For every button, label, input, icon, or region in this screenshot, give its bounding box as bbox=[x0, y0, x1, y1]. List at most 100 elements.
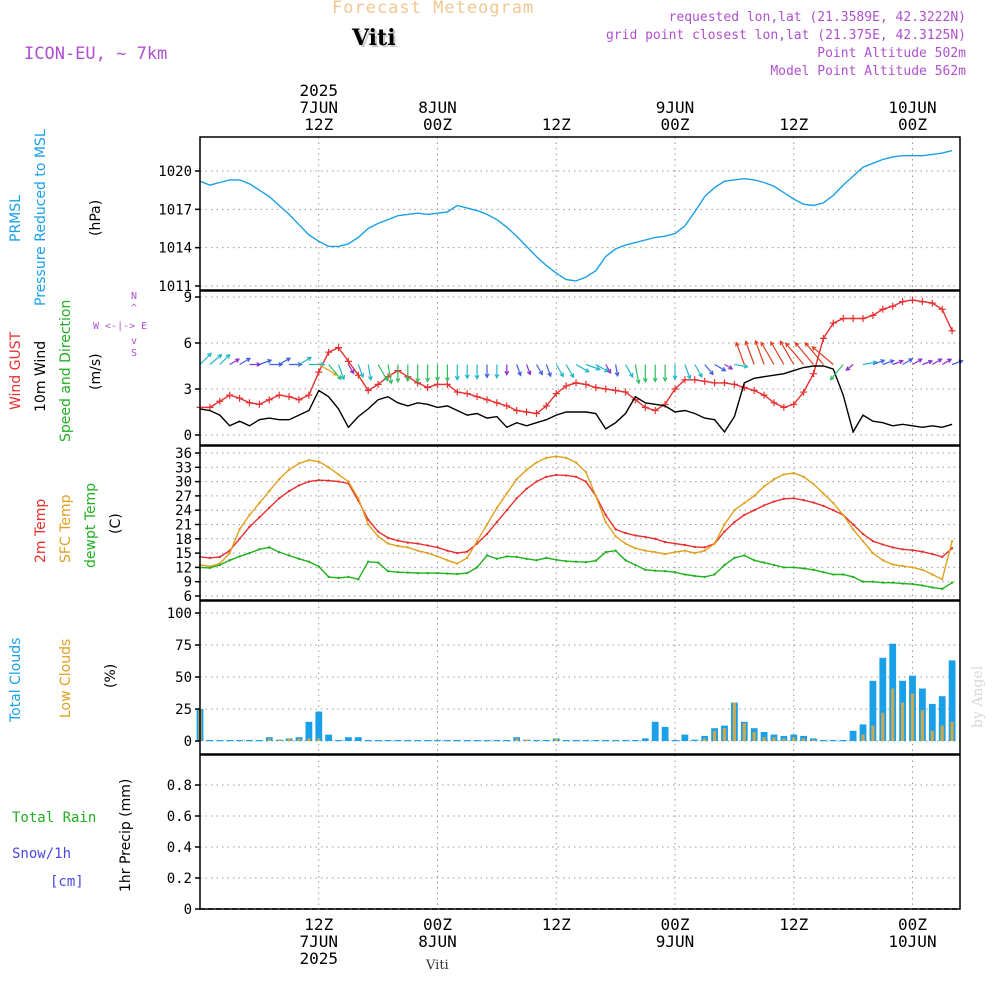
temp-2m-label: 2m Temp bbox=[33, 498, 49, 563]
wind-direction-label: Speed and Direction bbox=[58, 299, 74, 442]
temp-point bbox=[574, 461, 578, 464]
temp-point bbox=[940, 555, 944, 559]
temp-point bbox=[822, 492, 825, 495]
temp-point bbox=[614, 528, 617, 531]
gust-point bbox=[750, 387, 758, 395]
total-cloud-bar bbox=[424, 740, 431, 742]
top-time-label: 2025 bbox=[299, 81, 338, 100]
wind-arrow bbox=[526, 364, 532, 376]
wind-arrow bbox=[545, 364, 552, 378]
wind-arrow bbox=[941, 358, 953, 366]
gust-point bbox=[255, 400, 263, 408]
temp-point bbox=[940, 587, 944, 591]
wind-arrow bbox=[474, 364, 480, 381]
total-cloud-bar bbox=[325, 734, 332, 741]
temp-point bbox=[891, 581, 894, 584]
temp-point bbox=[881, 581, 885, 584]
gust-point bbox=[265, 396, 273, 404]
temp-point bbox=[911, 549, 914, 552]
temp-point bbox=[604, 550, 607, 554]
temp-point bbox=[505, 555, 508, 558]
temp-point bbox=[703, 549, 706, 552]
gust-point bbox=[295, 396, 303, 404]
total-cloud-bar bbox=[592, 740, 600, 742]
total-cloud-bar bbox=[869, 680, 877, 741]
total-cloud-bar bbox=[364, 740, 372, 742]
temp-point bbox=[564, 560, 568, 563]
temp-point bbox=[871, 551, 875, 555]
pressure-label-prmsl: PRMSL bbox=[8, 195, 24, 242]
temp-point bbox=[683, 573, 687, 576]
total-cloud-bar bbox=[354, 737, 362, 741]
temp-point bbox=[436, 555, 439, 558]
total-cloud-bar bbox=[691, 739, 699, 741]
temp-point bbox=[842, 513, 845, 517]
gust-point bbox=[226, 391, 234, 399]
temperature-ytick-label: 36 bbox=[175, 446, 192, 462]
temp-point bbox=[297, 557, 301, 561]
temp-point bbox=[792, 471, 795, 475]
low-cloud-bar bbox=[554, 738, 558, 741]
temp-point bbox=[792, 497, 795, 500]
gust-point bbox=[582, 380, 590, 388]
temp-point bbox=[446, 559, 449, 562]
total-cloud-bar bbox=[335, 740, 342, 742]
gust-point bbox=[602, 385, 610, 393]
temp-point bbox=[555, 473, 558, 477]
temp-point bbox=[406, 546, 410, 549]
wind-arrow bbox=[652, 364, 658, 383]
total-cloud-bar bbox=[453, 740, 461, 742]
temp-point bbox=[743, 513, 746, 517]
location-title: Viti bbox=[352, 25, 396, 51]
temp-point bbox=[861, 532, 865, 536]
temp-point bbox=[584, 480, 588, 483]
temp-point bbox=[574, 475, 578, 479]
wind-arrow bbox=[734, 363, 749, 369]
total-cloud-bar bbox=[820, 740, 827, 742]
temp-point bbox=[871, 539, 875, 543]
temp-point bbox=[535, 480, 538, 483]
cloud-total-label: Total Clouds bbox=[8, 637, 24, 722]
temp-point bbox=[723, 563, 726, 567]
temperature-frame bbox=[199, 445, 961, 601]
low-cloud-bar bbox=[525, 739, 529, 741]
temp-point bbox=[258, 516, 261, 519]
precipitation-frame bbox=[199, 754, 961, 910]
temp-point bbox=[268, 489, 271, 493]
wind-arrow bbox=[298, 356, 313, 366]
temp-point bbox=[733, 556, 736, 560]
temp-point bbox=[931, 573, 934, 576]
bottom-time-label: 12Z bbox=[304, 915, 333, 934]
wind-arrow bbox=[555, 364, 564, 378]
low-cloud-bar bbox=[267, 738, 271, 741]
temp-point bbox=[752, 509, 756, 512]
temp-point bbox=[416, 549, 419, 552]
temp-point bbox=[535, 461, 538, 464]
temp-point bbox=[357, 497, 360, 500]
data-layer bbox=[196, 149, 964, 910]
wind-arrow bbox=[642, 364, 648, 384]
wind-arrow bbox=[892, 359, 904, 366]
model-label: ICON-EU, ~ 7km bbox=[24, 44, 168, 64]
temp-point bbox=[871, 580, 875, 583]
temp-point bbox=[436, 571, 439, 575]
temp-point bbox=[327, 479, 330, 482]
temp-point bbox=[416, 571, 419, 575]
temp-point bbox=[594, 494, 598, 498]
temperature-ytick-label: 15 bbox=[175, 546, 192, 562]
wind-arrow bbox=[672, 364, 678, 381]
temp-point bbox=[495, 520, 499, 524]
temp-point bbox=[218, 563, 221, 567]
wind-arrow bbox=[585, 363, 601, 371]
wind-arrow bbox=[444, 364, 450, 383]
temp-point bbox=[238, 555, 241, 558]
precip-axis-label: 1hr Precip (mm) bbox=[118, 778, 134, 892]
temp-point bbox=[723, 523, 726, 526]
pressure-frame bbox=[199, 136, 961, 291]
gust-point bbox=[770, 399, 778, 407]
temp-point bbox=[525, 468, 528, 471]
temp-point bbox=[485, 554, 489, 557]
top-time-label: 12Z bbox=[542, 115, 571, 134]
total-cloud-bar bbox=[434, 740, 441, 742]
total-cloud-bar bbox=[236, 740, 243, 742]
